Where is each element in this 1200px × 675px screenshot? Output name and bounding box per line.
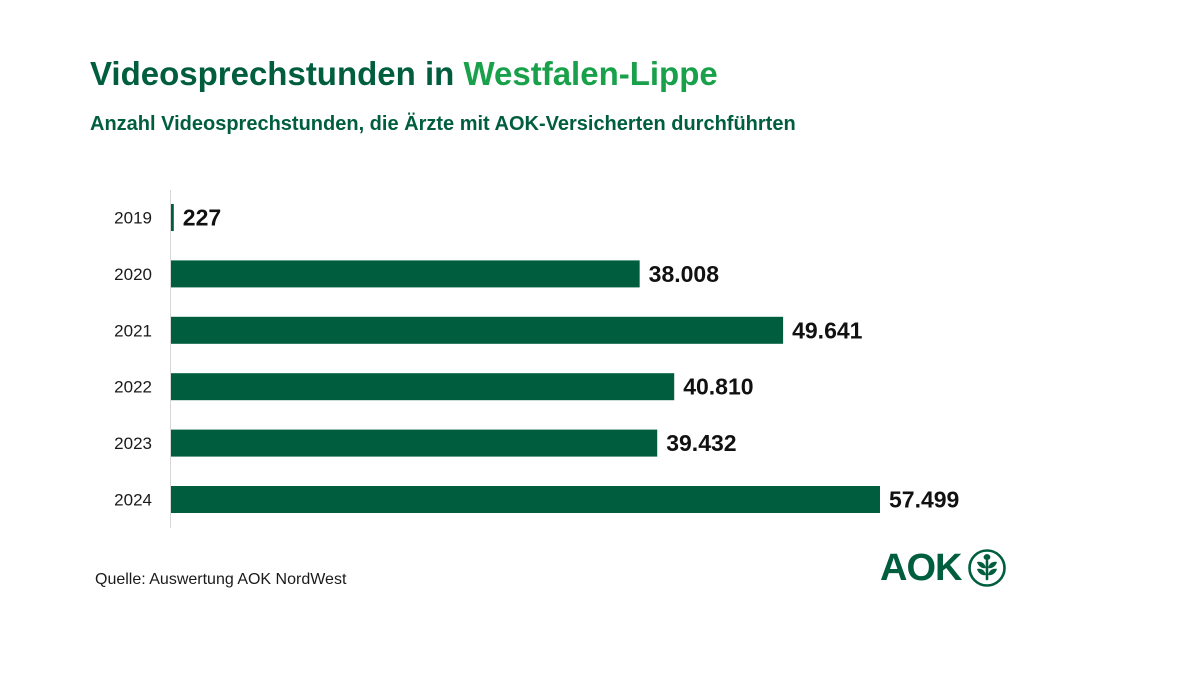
bar-2019 bbox=[171, 204, 174, 231]
value-label-2021: 49.641 bbox=[792, 317, 863, 343]
chart-title: Videosprechstunden in Westfalen-Lippe bbox=[90, 55, 718, 93]
bar-2020 bbox=[171, 260, 640, 288]
value-label-2024: 57.499 bbox=[889, 487, 959, 513]
value-label-2020: 38.008 bbox=[649, 261, 720, 287]
bar-2022 bbox=[171, 373, 675, 401]
chart-title-part1: Videosprechstunden in bbox=[90, 55, 464, 92]
bar-chart: 2019 227 2020 38.008 2021 49.641 2022 40.810 202… bbox=[114, 190, 959, 528]
value-label-2022: 40.810 bbox=[683, 374, 753, 400]
bar-2021 bbox=[171, 316, 784, 344]
value-label-2023: 39.432 bbox=[666, 430, 736, 456]
bar-2024 bbox=[171, 486, 880, 513]
chart-title-accent: Westfalen-Lippe bbox=[463, 55, 718, 92]
aok-tree-icon bbox=[968, 549, 1007, 587]
aok-logo-text: AOK bbox=[880, 547, 962, 589]
source-note: Quelle: Auswertung AOK NordWest bbox=[95, 571, 347, 588]
aok-logo: AOK bbox=[880, 548, 1007, 588]
category-label-2019: 2019 bbox=[114, 209, 152, 228]
bar-2023 bbox=[171, 429, 658, 457]
value-label-2019: 227 bbox=[183, 205, 221, 231]
category-label-2023: 2023 bbox=[114, 434, 152, 453]
category-label-2022: 2022 bbox=[114, 378, 152, 397]
category-label-2024: 2024 bbox=[114, 491, 152, 510]
bars-group: 2019 227 2020 38.008 2021 49.641 2022 40.810 202… bbox=[114, 204, 959, 513]
category-label-2020: 2020 bbox=[114, 265, 152, 284]
category-label-2021: 2021 bbox=[114, 321, 152, 340]
chart-subtitle: Anzahl Videosprechstunden, die Ärzte mit… bbox=[90, 113, 796, 135]
